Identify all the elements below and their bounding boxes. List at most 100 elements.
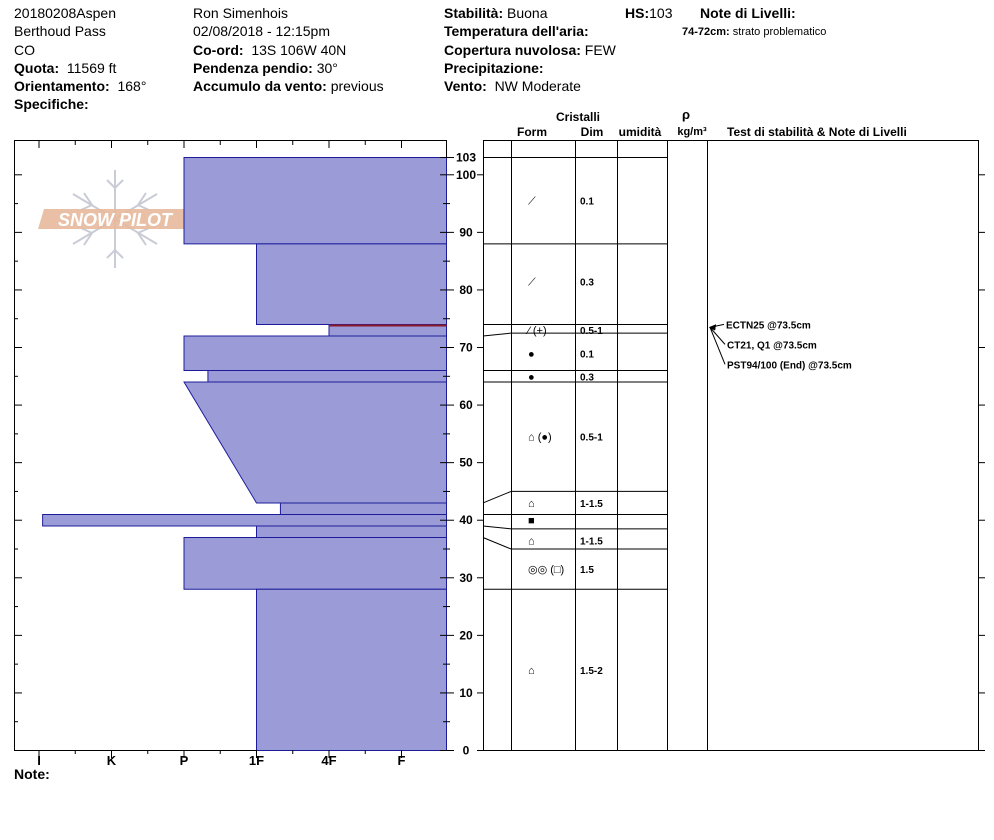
- hs-label: HS:: [625, 5, 650, 21]
- aspect-row: Orientamento: 168°: [14, 78, 146, 94]
- aspect-value: 168°: [117, 78, 147, 94]
- grain-size-label: 0.3: [580, 372, 594, 383]
- hs-value: 103: [649, 5, 673, 21]
- depth-tick-label: 70: [459, 341, 473, 355]
- wind-load-value: previous: [330, 78, 384, 94]
- hardness-layer-9: [183, 536, 447, 590]
- layer-note: 74-72cm: strato problematico: [682, 24, 826, 40]
- slope-row: Pendenza pendio: 30°: [193, 60, 338, 76]
- wind-label: Vento:: [444, 78, 487, 94]
- wind-row: Vento: NW Moderate: [444, 78, 581, 94]
- hardness-tick-label: 4F: [321, 753, 336, 768]
- depth-tick-label: 80: [459, 283, 473, 297]
- observer: Ron Simenhois: [193, 5, 288, 21]
- connector-line-2: [482, 332, 512, 337]
- coord-value: 13S 106W 40N: [251, 42, 347, 58]
- layer-note-depth: 74-72cm:: [682, 26, 730, 38]
- stability-test-label: ECTN25 @73.5cm: [726, 320, 811, 331]
- depth-tick-label: 20: [459, 628, 473, 642]
- elevation-value: 11569 ft: [66, 60, 117, 76]
- pit-name: 20180208Aspen: [14, 5, 116, 21]
- hardness-axis: I K P 1F 4F F: [37, 141, 406, 768]
- grain-size-label: 0.1: [580, 197, 594, 208]
- note-label: Note:: [14, 766, 50, 782]
- density-unit-header: kg/m³: [677, 126, 707, 138]
- slope-label: Pendenza pendio:: [193, 60, 313, 76]
- stability-value: Buona: [507, 5, 548, 21]
- hardness-layer-3: [183, 335, 447, 372]
- stability-test-label: CT21, Q1 @73.5cm: [727, 340, 817, 351]
- hardness-tick-label: 1F: [249, 753, 264, 768]
- grain-form-symbol: ⌂: [528, 535, 535, 547]
- air-temp-label: Temperatura dell'aria:: [444, 23, 589, 39]
- stability-label: Stabilità:: [444, 5, 504, 21]
- layer-note-text: strato problematico: [732, 26, 827, 38]
- depth-tick-label: 40: [459, 513, 473, 527]
- hardness-layer-4: [207, 370, 447, 383]
- grain-size-label: 1.5: [580, 565, 594, 576]
- hardness-layers: [42, 157, 447, 751]
- test-arrow-icon: [709, 324, 716, 331]
- snowpilot-logo: SNOW PILOT: [38, 170, 193, 268]
- depth-tick-label: 100: [456, 168, 476, 182]
- location-name: Berthoud Pass: [14, 23, 106, 39]
- grain-form-symbol: ■: [528, 515, 535, 527]
- hardness-layer-8: [256, 525, 447, 538]
- coord-label: Co-ord:: [193, 42, 244, 58]
- precip-label: Precipitazione:: [444, 60, 544, 76]
- cloud-row: Copertura nuvolosa: FEW: [444, 42, 616, 58]
- crystal-rows: ⟋ 0.1 ⟋ 0.3 ⁄ (+) 0.5-1 ● 0.1 ● 0.3 ⌂ (●) 0.5-1 ⌂ 1-1…: [482, 196, 667, 751]
- hs-row: HS:103: [625, 5, 672, 21]
- humidity-header: umidità: [619, 125, 662, 139]
- stability-tests: ECTN25 @73.5cm CT21, Q1 @73.5cm PST94/100 …: [709, 320, 852, 371]
- specifics-label: Specifiche:: [14, 96, 89, 112]
- hardness-tick-label: I: [37, 753, 41, 768]
- hardness-layer-10: [256, 588, 447, 751]
- state: CO: [14, 42, 35, 58]
- elevation-row: Quota: 11569 ft: [14, 60, 116, 76]
- stability-row: Stabilità: Buona: [444, 5, 548, 21]
- tests-header: Test di stabilità & Note di Livelli: [727, 125, 907, 139]
- hardness-layer-1: [256, 243, 447, 325]
- depth-tick-label: 60: [459, 398, 473, 412]
- depth-tick-label: 0: [463, 744, 470, 758]
- grain-form-symbol: ●: [528, 348, 535, 360]
- grain-form-symbol: ◎◎ (□): [528, 564, 564, 576]
- grain-size-label: 1-1.5: [580, 536, 603, 547]
- grain-form-symbol: ●: [528, 371, 535, 383]
- grain-size-label: 0.5-1: [580, 326, 603, 337]
- grain-size-label: 1.5-2: [580, 666, 603, 677]
- depth-tick-label: 30: [459, 571, 473, 585]
- crystals-header: Cristalli: [556, 110, 600, 124]
- depth-tick-label: 50: [459, 456, 473, 470]
- grain-size-label: 0.5-1: [580, 433, 603, 444]
- wind-value: NW Moderate: [494, 78, 581, 94]
- grain-size-label: 0.3: [580, 277, 594, 288]
- depth-axis: 0 10 20 30 40 50 60 70 80 90 100 103: [14, 151, 985, 758]
- grain-size-label: 1-1.5: [580, 499, 603, 510]
- depth-tick-label: 90: [459, 225, 473, 239]
- wind-load-row: Accumulo da vento: previous: [193, 78, 384, 94]
- grain-form-symbol: ⌂ (●): [528, 432, 552, 444]
- wind-load-label: Accumulo da vento:: [193, 78, 327, 94]
- test-leader-line-1: [709, 327, 726, 345]
- cloud-value: FEW: [584, 42, 616, 58]
- slope-value: 30°: [316, 60, 338, 76]
- grain-form-symbol: ⟋: [528, 276, 536, 288]
- datetime: 02/08/2018 - 12:15pm: [193, 23, 330, 39]
- grain-form-symbol: ⁄ (+): [525, 325, 547, 337]
- grain-form-symbol: ⟋: [528, 196, 536, 208]
- stability-test-label: PST94/100 (End) @73.5cm: [727, 360, 852, 371]
- connector-line-7: [482, 525, 512, 530]
- hardness-layer-0: [183, 157, 447, 245]
- depth-top-label: 103: [456, 151, 476, 165]
- grain-form-symbol: ⌂: [528, 665, 535, 677]
- connector-line-8: [482, 537, 512, 550]
- hardness-tick-label: K: [107, 753, 117, 768]
- grain-size-label: 0.1: [580, 349, 594, 360]
- coord-row: Co-ord: 13S 106W 40N: [193, 42, 346, 58]
- layer-notes-label: Note di Livelli:: [700, 5, 796, 21]
- hardness-layer-7: [42, 513, 447, 527]
- rho-header: ρ: [682, 107, 690, 122]
- hardness-layer-6: [279, 502, 447, 515]
